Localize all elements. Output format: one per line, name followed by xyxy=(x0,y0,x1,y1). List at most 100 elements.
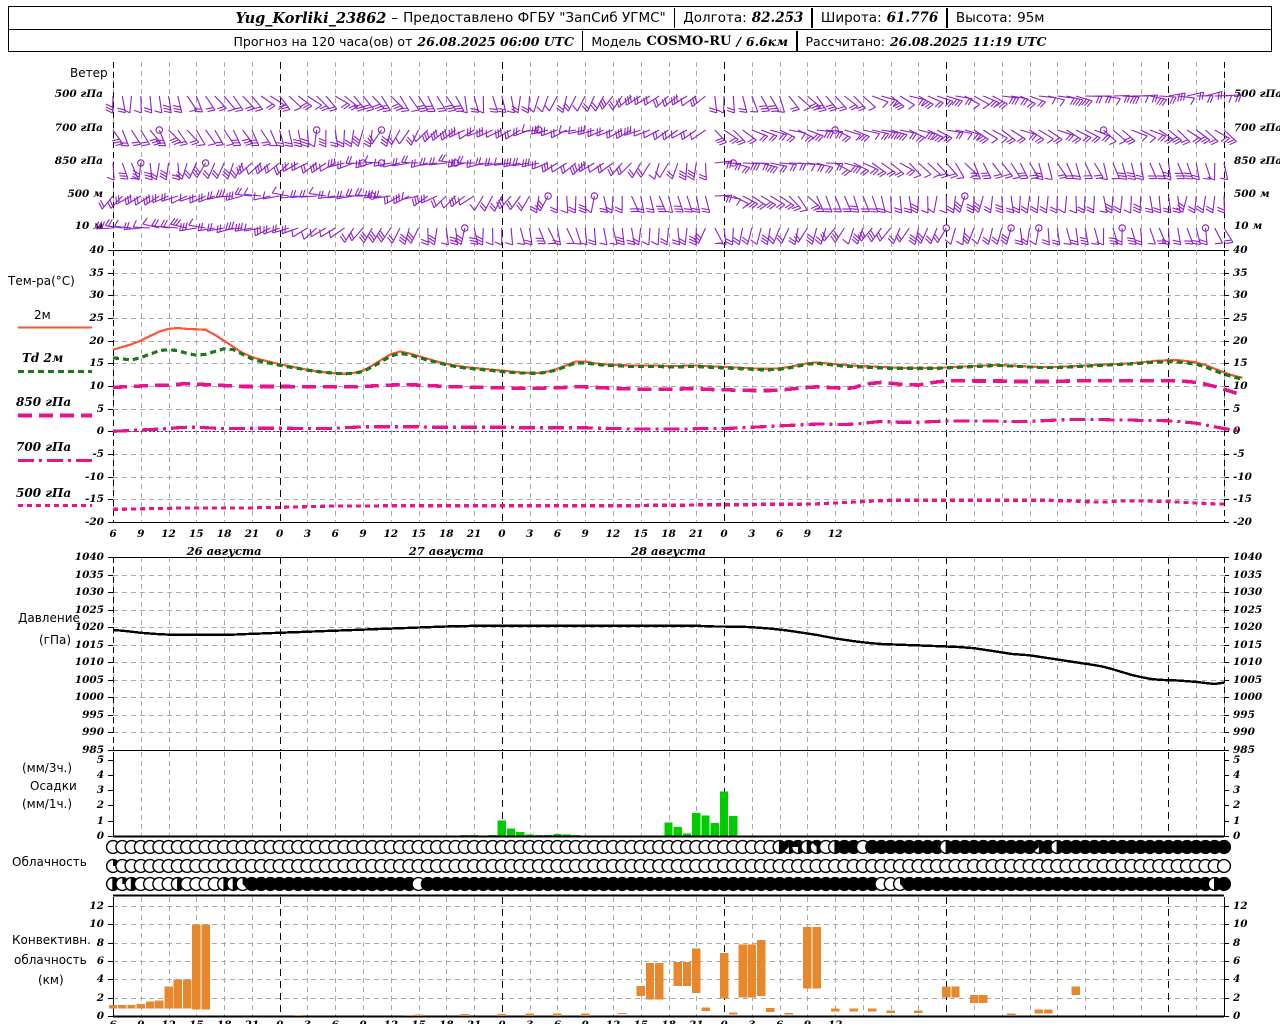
wind-barb-feather xyxy=(521,124,525,132)
wind-barb-feather xyxy=(872,169,879,176)
wind-barb xyxy=(1186,129,1202,140)
wind-barb xyxy=(847,227,855,245)
wind-barb-feather xyxy=(964,232,971,239)
wind-barb-feather xyxy=(1071,137,1079,143)
wind-barb-feather xyxy=(996,100,1003,107)
wind-barb-feather xyxy=(401,155,406,163)
wind-barb xyxy=(302,162,318,174)
time-tick-bottom-3: 15 xyxy=(189,1019,204,1024)
wind-barb-feather xyxy=(414,196,417,205)
wind-barb xyxy=(807,129,824,137)
time-tick-1: 9 xyxy=(137,528,145,540)
wind-barb xyxy=(936,129,953,139)
wind-level-label-left-2: 850 гПа xyxy=(54,155,103,167)
wind-barb-feather xyxy=(1001,103,1008,110)
wind-barb-feather xyxy=(1187,205,1196,211)
wind-barb xyxy=(825,129,843,133)
wind-barb-feather xyxy=(835,131,841,139)
wind-barb-feather xyxy=(179,223,182,231)
wind-barb xyxy=(667,195,674,213)
wind-barb xyxy=(383,162,401,168)
wind-barb xyxy=(168,129,182,143)
wind-barb xyxy=(311,162,327,174)
wind-barb xyxy=(1130,195,1132,214)
wind-barb-feather xyxy=(336,143,344,148)
wind-barb-feather xyxy=(583,125,586,134)
wind-barb xyxy=(1121,162,1128,180)
wind-barb-feather xyxy=(504,131,507,140)
wind-barb xyxy=(973,162,981,180)
wind-barb xyxy=(1093,227,1100,245)
wind-barb xyxy=(1212,195,1216,213)
wind-barb-feather xyxy=(793,235,799,243)
wind-barb xyxy=(393,195,410,205)
wind-barb-feather xyxy=(132,220,137,228)
time-tick-18: 12 xyxy=(605,528,621,540)
time-tick-3: 15 xyxy=(189,528,204,540)
wind-barb xyxy=(1177,95,1195,99)
wind-barb-feather xyxy=(107,201,112,209)
wind-barb xyxy=(1026,195,1031,213)
wind-barb xyxy=(265,162,280,174)
model-cell: Модель COSMO-RU / 6.6км xyxy=(583,34,796,49)
wind-barb-feather xyxy=(1114,241,1123,246)
wind-barb xyxy=(309,192,326,197)
wind-barb-feather xyxy=(381,107,390,110)
wind-barb-feather xyxy=(1059,176,1067,180)
wind-barb xyxy=(198,227,215,232)
wind-barb-feather xyxy=(894,210,902,214)
wind-barb xyxy=(672,95,688,106)
wind-barb xyxy=(654,162,660,180)
wind-barb-feather xyxy=(163,219,168,227)
wind-barb xyxy=(596,129,614,137)
wind-barb xyxy=(723,95,725,114)
wind-barb-feather xyxy=(255,108,263,112)
wind-barb-feather xyxy=(223,168,231,175)
wind-barb xyxy=(455,95,465,112)
wind-barb-feather xyxy=(1096,241,1104,246)
wind-calm-circle xyxy=(461,224,469,232)
wind-barb-feather xyxy=(1001,236,1008,243)
wind-barb-feather xyxy=(1052,242,1060,246)
wind-barb xyxy=(909,95,926,101)
wind-barb xyxy=(983,95,1000,104)
wind-barb-feather xyxy=(903,207,912,211)
wind-barb-feather xyxy=(211,172,218,179)
wind-barb xyxy=(1057,95,1075,99)
wind-barb xyxy=(1202,195,1207,213)
wind-barb-feather xyxy=(369,135,375,142)
wind-barb-feather xyxy=(926,103,934,110)
time-tick-20: 18 xyxy=(661,528,676,540)
wind-barb-feather xyxy=(345,156,350,164)
wind-barb-feather xyxy=(688,241,697,246)
wind-barb-feather xyxy=(892,102,900,108)
wind-barb xyxy=(1084,129,1101,139)
wind-barb xyxy=(1038,162,1044,180)
wind-barb-feather xyxy=(680,98,683,106)
wind-barb xyxy=(177,95,183,113)
wind-barb xyxy=(1026,227,1031,245)
wind-barb xyxy=(556,227,562,245)
wind-barb-feather xyxy=(275,165,280,174)
wind-barb xyxy=(510,227,514,245)
wind-barb-feather xyxy=(144,177,153,181)
wind-barb-feather xyxy=(200,222,204,231)
wind-barb-feather xyxy=(950,175,958,179)
wind-barb xyxy=(144,195,160,206)
time-tick-bottom-10: 12 xyxy=(383,1019,398,1024)
precip-ytick-left-0: 5 xyxy=(96,753,104,766)
temp-ytick-right-11: -15 xyxy=(1233,492,1252,505)
wind-barb xyxy=(742,129,757,141)
temp-ytick-right-4: 20 xyxy=(1233,334,1248,347)
wind-barb xyxy=(738,227,744,245)
wind-barb-feather xyxy=(309,229,312,237)
wind-barb-feather xyxy=(230,169,237,176)
wind-barb-feather xyxy=(1051,239,1060,243)
wind-barb-feather xyxy=(274,224,277,233)
wind-barb-feather xyxy=(880,132,887,140)
precip-ytick-left-4: 1 xyxy=(96,814,104,827)
wind-barb-feather xyxy=(1127,174,1135,178)
wind-barb-feather xyxy=(719,141,727,146)
precip-bar xyxy=(682,833,692,836)
wind-barb-feather xyxy=(982,239,989,245)
